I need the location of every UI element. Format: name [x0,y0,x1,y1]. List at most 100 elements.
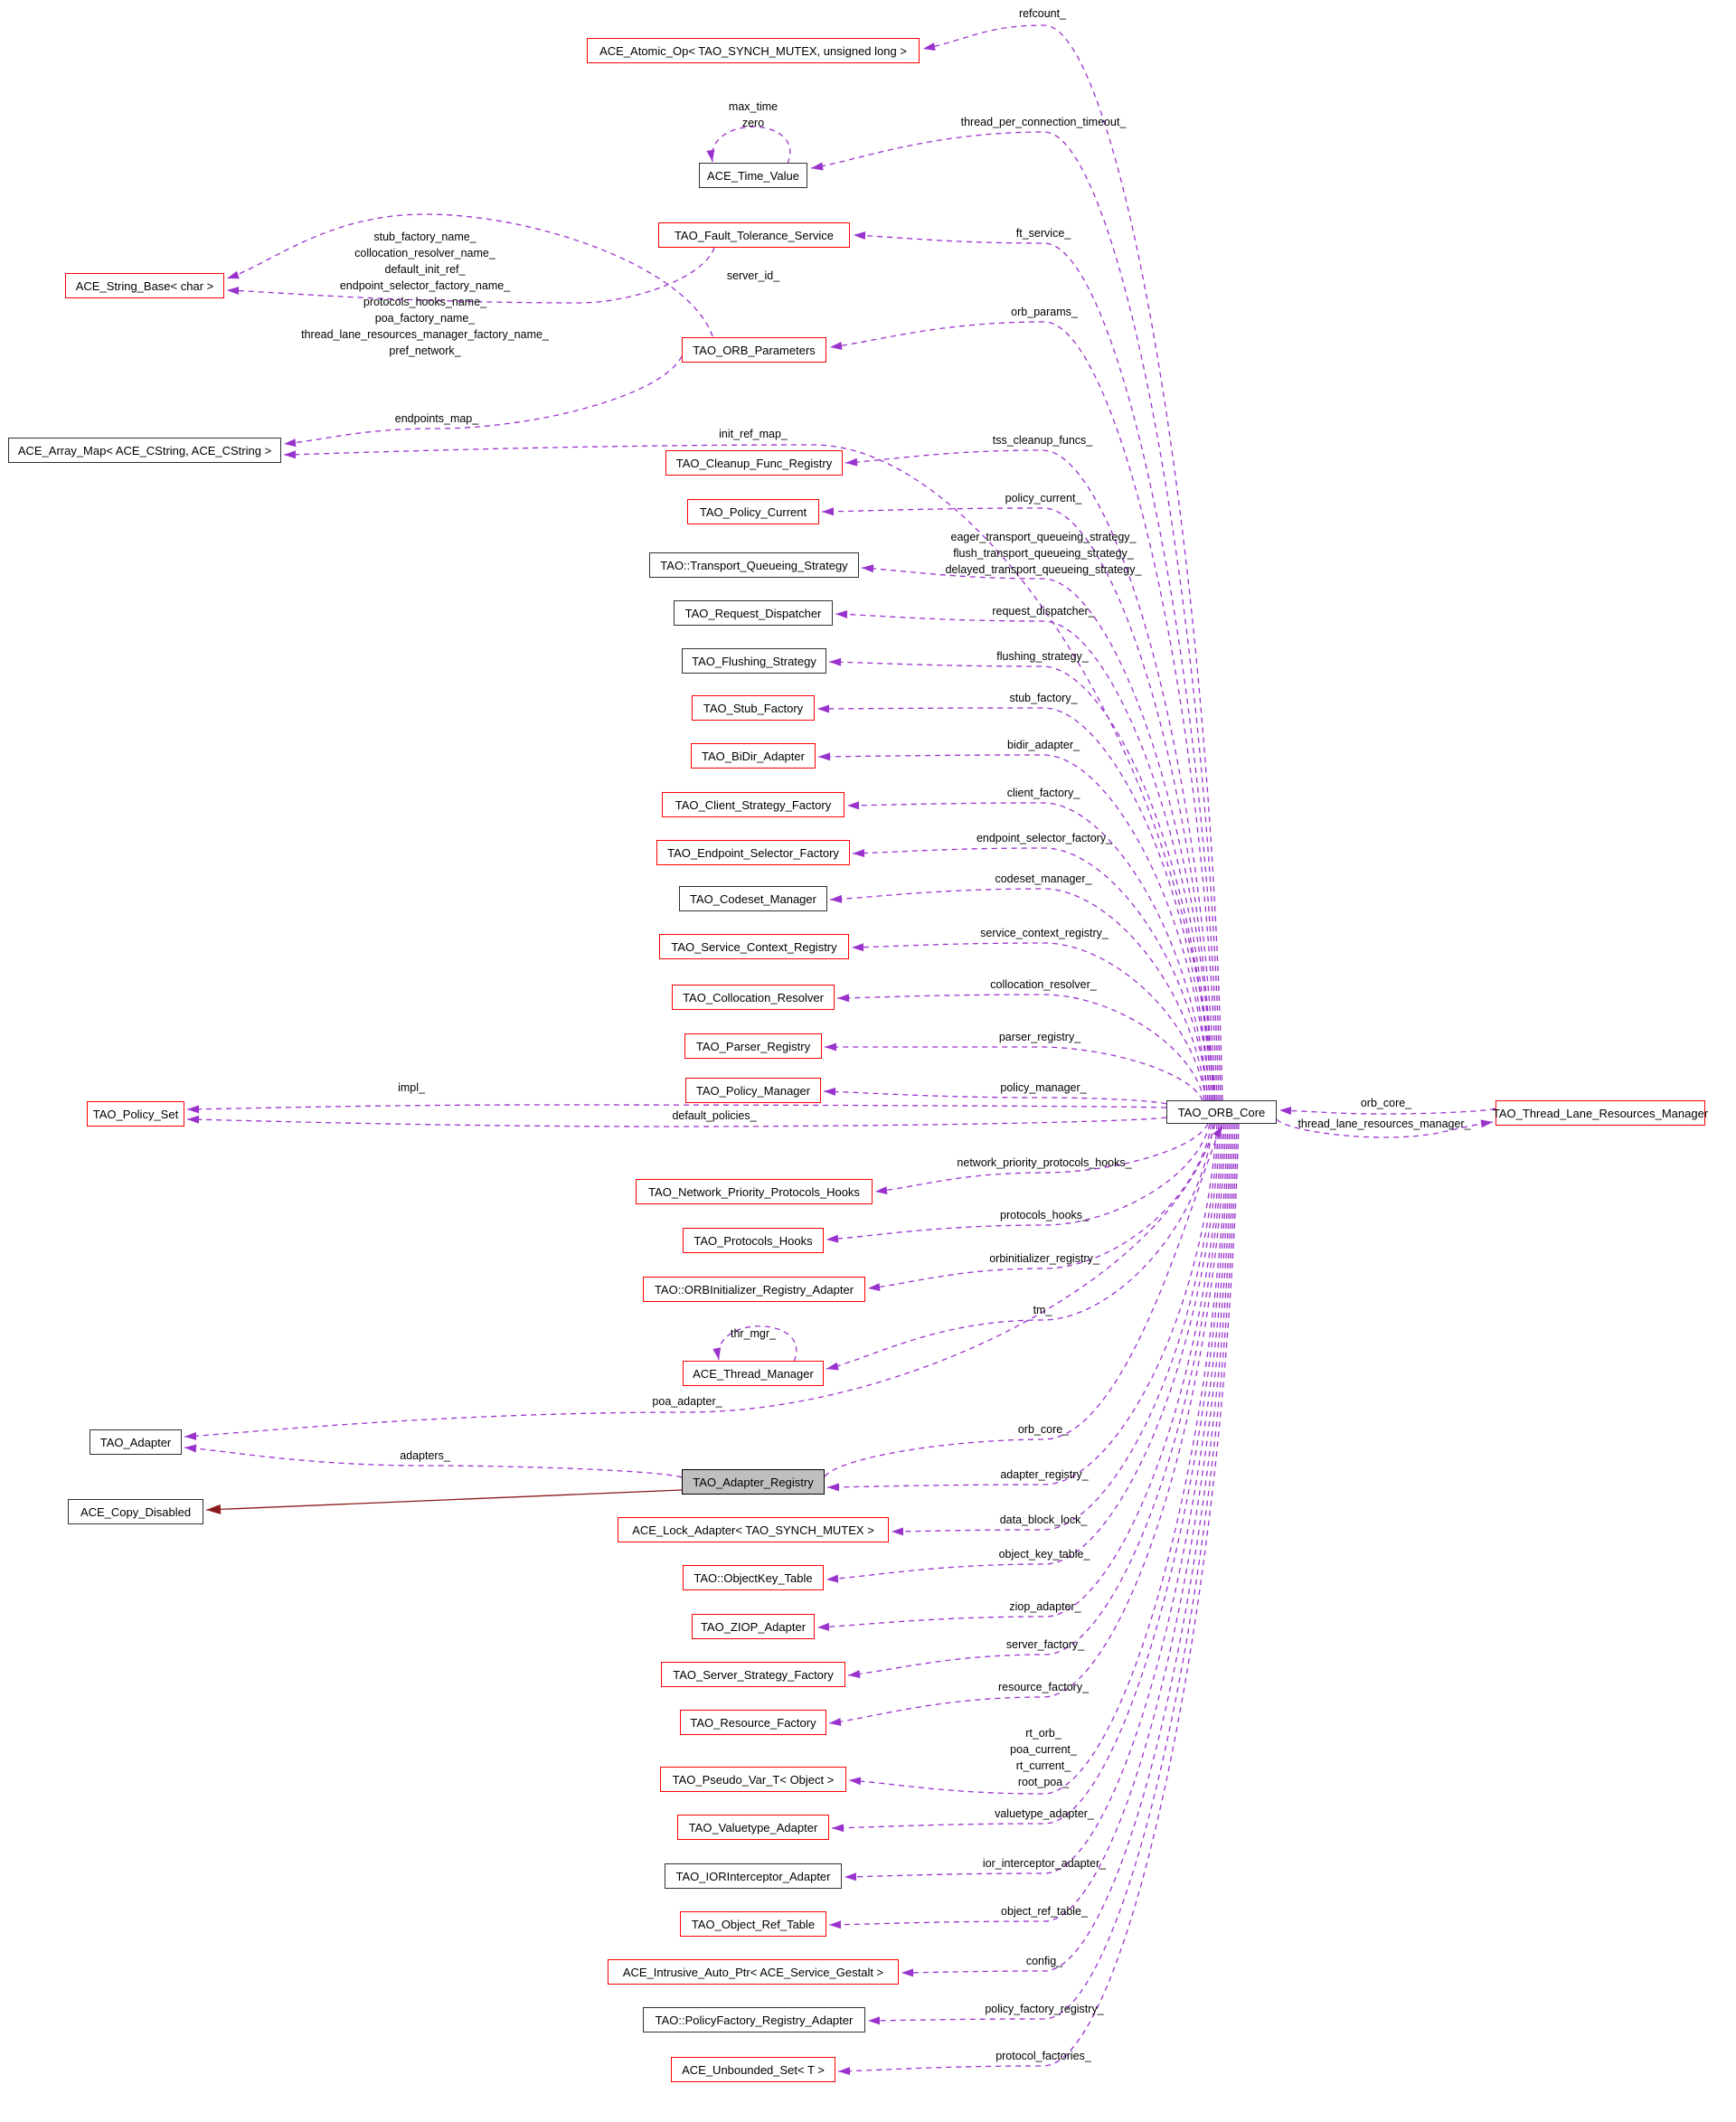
class-node-tao_policy_manager[interactable]: TAO_Policy_Manager [685,1078,821,1103]
edge-label-line: orb_params_ [1011,306,1078,318]
class-node-tao_collocation_resolver[interactable]: TAO_Collocation_Resolver [672,985,835,1010]
class-node-tao_endpoint_selector_factory[interactable]: TAO_Endpoint_Selector_Factory [656,840,850,865]
class-node-tao_ziop_adapter[interactable]: TAO_ZIOP_Adapter [692,1614,815,1639]
edge-tv_loop [712,126,791,165]
edge-label-policy_factory: policy_factory_registry_ [985,2001,1103,2017]
arrowhead-tm [826,1362,839,1371]
edge-label-line: stub_factory_ [1009,692,1078,704]
edge-resource_factory [828,1123,1227,1724]
edge-label-line: bidir_adapter_ [1007,739,1080,751]
edge-inherit [205,1489,683,1511]
edge-label-line: collocation_resolver_ [990,978,1097,991]
edge-label-adapter_registry: adapter_registry_ [1000,1467,1088,1483]
edge-label-service_context: service_context_registry_ [980,925,1109,941]
arrowhead-collocation [837,994,850,1003]
edge-protocol_factories [837,1123,1240,2072]
edge-label-line: default_policies_ [672,1109,757,1122]
edge-label-tlrm: thread_lane_resources_manager_ [1297,1116,1470,1132]
class-node-tao_service_context_registry[interactable]: TAO_Service_Context_Registry [659,934,849,959]
edge-label-ziop: ziop_adapter_ [1009,1599,1080,1615]
edge-label-names: stub_factory_name_ collocation_resolver_n… [301,229,549,359]
class-node-tao_flushing_strategy[interactable]: TAO_Flushing_Strategy [682,648,826,674]
edge-label-line: adapters_ [400,1449,450,1462]
class-node-tao_pseudo_var_t[interactable]: TAO_Pseudo_Var_T< Object > [660,1767,846,1792]
edge-label-tpct: thread_per_connection_timeout_ [961,114,1127,130]
edge-label-impl: impl_ [398,1080,425,1096]
edge-label-line: ziop_adapter_ [1009,1600,1081,1613]
class-node-tao_policy_set[interactable]: TAO_Policy_Set [87,1101,184,1127]
arrowhead-orb_params [830,342,843,350]
class-node-ace_intrusive_auto_ptr[interactable]: ACE_Intrusive_Auto_Ptr< ACE_Service_Gest… [608,1959,899,1985]
class-node-ace_thread_manager[interactable]: ACE_Thread_Manager [683,1361,824,1386]
class-node-tao_iorinterceptor_adapter[interactable]: TAO_IORInterceptor_Adapter [665,1863,842,1889]
class-node-tao_adapter_registry[interactable]: TAO_Adapter_Registry [682,1469,825,1495]
edge-label-policy_manager: policy_manager_ [1000,1080,1086,1096]
edge-ft_service [853,234,1220,1101]
arrowhead-flushing [829,657,842,666]
class-node-tao_resource_factory[interactable]: TAO_Resource_Factory [680,1710,826,1735]
class-node-tao_network_priority_protocols_hooks[interactable]: TAO_Network_Priority_Protocols_Hooks [636,1179,873,1204]
class-node-tao_parser_registry[interactable]: TAO_Parser_Registry [684,1033,822,1059]
class-node-tao_transport_queueing_strategy[interactable]: TAO::Transport_Queueing_Strategy [649,552,859,578]
edge-poa_adapter [184,1123,1216,1438]
edge-label-data_block: data_block_lock_ [1000,1512,1088,1528]
arrowhead-default_policies [187,1115,200,1124]
class-node-tao_stub_factory[interactable]: TAO_Stub_Factory [692,695,815,721]
arrowhead-server_factory [848,1670,861,1679]
edge-label-line: policy_factory_registry_ [985,2003,1104,2015]
class-node-ace_copy_disabled[interactable]: ACE_Copy_Disabled [68,1499,203,1524]
arrowhead-names [227,270,240,279]
class-node-tao_client_strategy_factory[interactable]: TAO_Client_Strategy_Factory [662,792,844,817]
class-node-tao_codeset_manager[interactable]: TAO_Codeset_Manager [679,886,827,911]
class-node-tao_valuetype_adapter[interactable]: TAO_Valuetype_Adapter [677,1815,829,1840]
class-node-ace_string_base[interactable]: ACE_String_Base< char > [65,273,224,298]
edge-label-line: thread_lane_resources_manager_factory_na… [301,328,549,341]
edge-label-line: flushing_strategy_ [996,650,1089,663]
class-node-tao_orb_parameters[interactable]: TAO_ORB_Parameters [682,337,826,363]
edge-label-line: codeset_manager_ [995,872,1092,885]
class-node-ace_lock_adapter[interactable]: ACE_Lock_Adapter< TAO_SYNCH_MUTEX > [618,1517,889,1542]
arrowhead-service_context [852,943,864,952]
edge-names [226,213,713,337]
class-node-tao_policy_current[interactable]: TAO_Policy_Current [687,499,819,524]
class-node-tao_server_strategy_factory[interactable]: TAO_Server_Strategy_Factory [661,1662,845,1687]
class-node-ace_time_value[interactable]: ACE_Time_Value [699,163,807,188]
arrowhead-config [901,1968,914,1977]
edge-label-line: policy_current_ [1005,492,1082,505]
edge-tss [844,449,1216,1101]
class-node-tao_protocols_hooks[interactable]: TAO_Protocols_Hooks [683,1228,824,1253]
class-node-tao_orb_core[interactable]: TAO_ORB_Core [1166,1100,1277,1124]
class-node-ace_unbounded_set[interactable]: ACE_Unbounded_Set< T > [671,2057,835,2082]
arrowhead-rt_block [849,1777,862,1786]
edge-label-line: protocols_hooks_name_ [363,296,487,308]
class-node-tao_request_dispatcher[interactable]: TAO_Request_Dispatcher [674,600,833,626]
class-node-tao_thread_lane_resources_manager[interactable]: TAO_Thread_Lane_Resources_Manager [1493,1100,1708,1126]
edge-label-object_key: object_key_table_ [999,1546,1090,1562]
edge-server_id [226,247,715,304]
class-node-tao_cleanup_func_registry[interactable]: TAO_Cleanup_Func_Registry [665,450,843,476]
edge-label-line: server_factory_ [1005,1638,1085,1651]
class-node-tao_orbinitializer_registry_adapter[interactable]: TAO::ORBInitializer_Registry_Adapter [643,1277,865,1302]
class-node-tao_bidir_adapter[interactable]: TAO_BiDir_Adapter [691,743,816,769]
edge-label-protocols_hooks: protocols_hooks_ [1000,1207,1089,1223]
edge-codeset [829,888,1207,1101]
edge-init_ref_map [283,444,1216,1101]
class-node-tao_object_ref_table[interactable]: TAO_Object_Ref_Table [680,1911,826,1937]
edge-label-line: poa_current_ [1010,1743,1077,1756]
edge-label-line: init_ref_map_ [719,428,788,440]
edge-label-net_priority: network_priority_protocols_hooks_ [957,1155,1131,1171]
edge-client_factory [846,802,1209,1101]
arrowhead-init_ref_map [284,450,297,459]
class-node-tao_adapter[interactable]: TAO_Adapter [90,1429,182,1455]
edge-label-client_factory: client_factory_ [1007,785,1080,801]
edge-refcount [922,24,1223,1101]
edge-label-line: adapter_registry_ [1000,1468,1089,1481]
edge-label-codeset: codeset_manager_ [995,871,1091,887]
class-node-tao_policyfactory_registry_adapter[interactable]: TAO::PolicyFactory_Registry_Adapter [643,2007,865,2032]
class-node-ace_array_map[interactable]: ACE_Array_Map< ACE_CString, ACE_CString … [8,438,281,463]
edge-request_dispatcher [835,613,1212,1101]
class-node-tao_fault_tolerance_service[interactable]: TAO_Fault_Tolerance_Service [658,222,850,248]
class-node-tao_objectkey_table[interactable]: TAO::ObjectKey_Table [683,1565,824,1590]
class-node-ace_atomic_op[interactable]: ACE_Atomic_Op< TAO_SYNCH_MUTEX, unsigned… [587,38,920,63]
edge-label-default_policies: default_policies_ [672,1108,756,1124]
